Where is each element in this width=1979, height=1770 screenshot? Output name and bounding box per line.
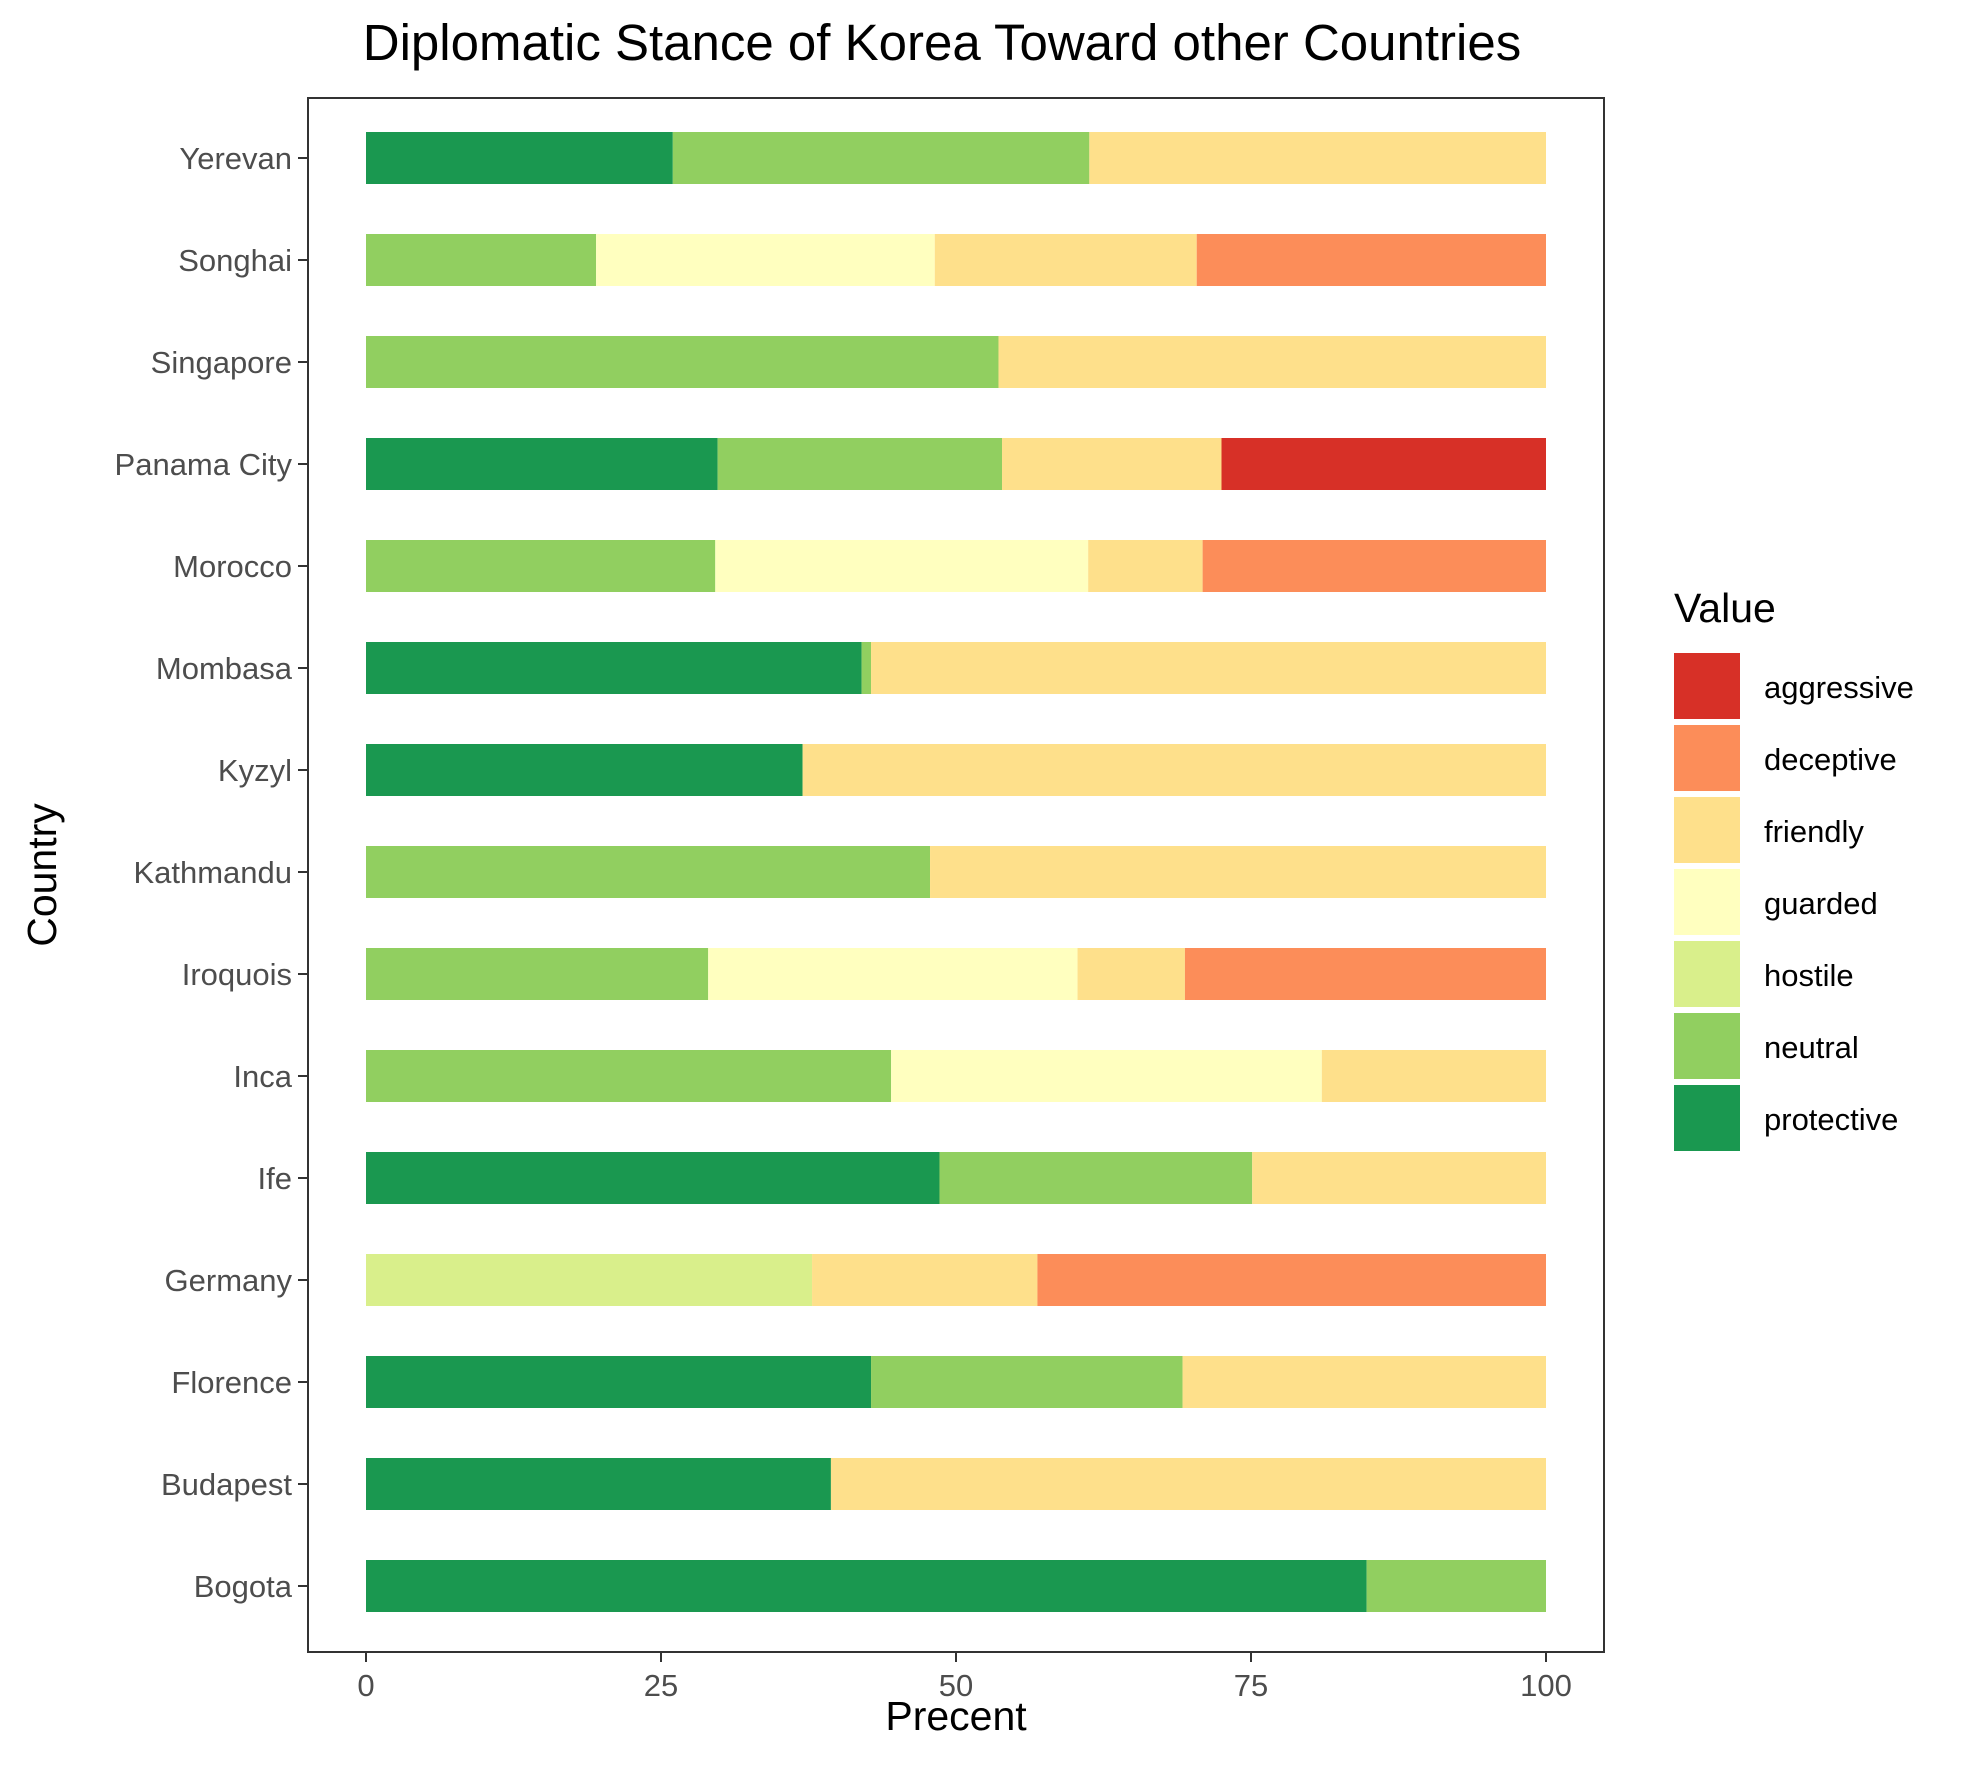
bar-segment-bogota-protective (366, 1560, 1367, 1612)
x-tick-label-0: 0 (357, 1668, 374, 1703)
y-tick-label-kathmandu: Kathmandu (133, 855, 292, 890)
x-axis: 0 25 50 75 100 (357, 1652, 1572, 1703)
legend-key-guarded (1674, 869, 1740, 935)
bar-segment-ife-protective (366, 1152, 940, 1204)
legend-label-neutral: neutral (1764, 1030, 1859, 1065)
bar-segment-inca-friendly (1321, 1050, 1546, 1102)
bar-segment-inca-guarded (891, 1050, 1322, 1102)
bar-layer (366, 132, 1546, 1612)
bar-segment-inca-neutral (366, 1050, 892, 1102)
bar-segment-yerevan-friendly (1089, 132, 1546, 184)
y-axis-title: Country (19, 803, 65, 947)
bar-segment-songhai-deceptive (1196, 234, 1546, 286)
legend-label-aggressive: aggressive (1764, 670, 1914, 705)
bar-segment-singapore-friendly (998, 336, 1546, 388)
x-tick-label-75: 75 (1234, 1668, 1268, 1703)
x-tick-label-25: 25 (644, 1668, 678, 1703)
bar-segment-panama-city-friendly (1002, 438, 1222, 490)
bar-segment-songhai-friendly (934, 234, 1197, 286)
bar-segment-morocco-neutral (366, 540, 716, 592)
bar-segment-mombasa-friendly (871, 642, 1546, 694)
bar-segment-singapore-neutral (366, 336, 999, 388)
legend-key-neutral (1674, 1013, 1740, 1079)
bar-segment-yerevan-neutral (672, 132, 1090, 184)
bar-segment-kathmandu-neutral (366, 846, 931, 898)
legend-title: Value (1674, 585, 1776, 631)
legend-key-protective (1674, 1085, 1740, 1151)
bar-segment-morocco-friendly (1088, 540, 1203, 592)
bar-segment-mombasa-protective (366, 642, 862, 694)
y-tick-label-kyzyl: Kyzyl (218, 753, 292, 788)
bar-segment-panama-city-protective (366, 438, 718, 490)
y-tick-label-budapest: Budapest (161, 1467, 292, 1502)
y-tick-label-songhai: Songhai (178, 243, 292, 278)
legend-label-hostile: hostile (1764, 958, 1854, 993)
legend-label-friendly: friendly (1764, 814, 1864, 849)
bar-segment-iroquois-friendly (1077, 948, 1185, 1000)
legend-label-guarded: guarded (1764, 886, 1878, 921)
bar-segment-ife-friendly (1252, 1152, 1546, 1204)
bar-segment-germany-hostile (366, 1254, 813, 1306)
y-tick-label-germany: Germany (165, 1263, 293, 1298)
y-tick-label-yerevan: Yerevan (179, 141, 292, 176)
legend-key-aggressive (1674, 653, 1740, 719)
x-tick-label-50: 50 (939, 1668, 973, 1703)
bar-segment-florence-neutral (871, 1356, 1183, 1408)
bar-segment-songhai-neutral (366, 234, 597, 286)
legend-label-deceptive: deceptive (1764, 742, 1897, 777)
y-tick-label-singapore: Singapore (151, 345, 292, 380)
y-tick-label-ife: Ife (258, 1161, 292, 1196)
bar-segment-kathmandu-friendly (930, 846, 1546, 898)
y-tick-label-panama-city: Panama City (115, 447, 293, 482)
bar-segment-iroquois-neutral (366, 948, 709, 1000)
y-tick-label-florence: Florence (171, 1365, 292, 1400)
bar-segment-songhai-guarded (596, 234, 935, 286)
bar-segment-morocco-guarded (715, 540, 1089, 592)
legend-key-friendly (1674, 797, 1740, 863)
bar-segment-bogota-neutral (1366, 1560, 1546, 1612)
bar-segment-germany-deceptive (1037, 1254, 1546, 1306)
y-tick-label-inca: Inca (233, 1059, 292, 1094)
bar-segment-panama-city-neutral (717, 438, 1003, 490)
y-tick-label-mombasa: Mombasa (156, 651, 293, 686)
legend: Value aggressive deceptive friendly guarded… (1674, 585, 1914, 1151)
legend-key-deceptive (1674, 725, 1740, 791)
bar-segment-budapest-friendly (830, 1458, 1546, 1510)
y-tick-label-iroquois: Iroquois (182, 957, 292, 992)
legend-key-hostile (1674, 941, 1740, 1007)
bar-segment-kyzyl-friendly (802, 744, 1546, 796)
bar-segment-kyzyl-protective (366, 744, 803, 796)
bar-segment-yerevan-protective (366, 132, 673, 184)
x-tick-label-100: 100 (1520, 1668, 1572, 1703)
bar-segment-florence-protective (366, 1356, 872, 1408)
bar-segment-mombasa-neutral (861, 642, 872, 694)
bar-segment-morocco-deceptive (1202, 540, 1546, 592)
bar-segment-ife-neutral (939, 1152, 1253, 1204)
bar-segment-panama-city-aggressive (1221, 438, 1546, 490)
bar-segment-iroquois-guarded (708, 948, 1078, 1000)
bar-segment-iroquois-deceptive (1184, 948, 1546, 1000)
x-axis-title: Precent (885, 1693, 1027, 1739)
legend-label-protective: protective (1764, 1102, 1898, 1137)
y-axis: Yerevan Songhai Singapore Panama City Morocc… (115, 141, 308, 1604)
y-tick-label-bogota: Bogota (194, 1569, 293, 1604)
bar-segment-florence-friendly (1182, 1356, 1546, 1408)
bar-segment-budapest-protective (366, 1458, 831, 1510)
bar-segment-germany-friendly (812, 1254, 1038, 1306)
chart-title: Diplomatic Stance of Korea Toward other … (363, 14, 1521, 71)
y-tick-label-morocco: Morocco (173, 549, 292, 584)
